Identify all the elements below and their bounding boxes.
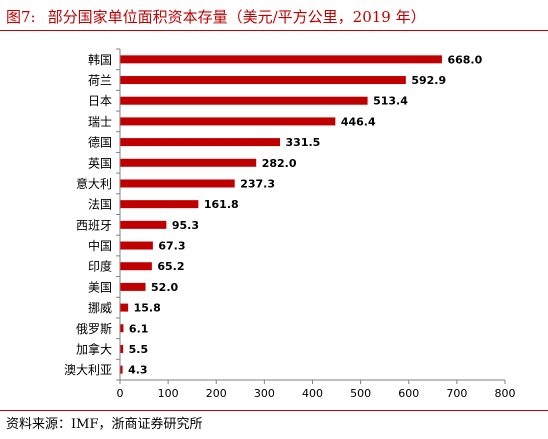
category-label: 美国: [88, 280, 112, 294]
bar: [120, 365, 123, 374]
x-tick-label: 500: [350, 387, 371, 400]
data-label: 237.3: [240, 177, 275, 190]
category-label: 瑞士: [88, 115, 112, 129]
bar: [120, 282, 146, 291]
figure-title-text: 部分国家单位面积资本存量（美元/平方公里，2019 年）: [47, 8, 426, 26]
bar: [120, 241, 153, 250]
data-label: 592.9: [411, 74, 446, 87]
x-tick-label: 800: [495, 387, 516, 400]
category-label: 德国: [88, 135, 112, 150]
x-tick-label: 600: [398, 387, 419, 400]
data-label: 5.5: [129, 343, 149, 356]
source-note: 资料来源：IMF，浙商证券研究所: [6, 417, 203, 432]
category-label: 挪威: [88, 301, 112, 315]
x-tick-label: 200: [206, 387, 227, 400]
category-label: 英国: [88, 156, 112, 170]
data-label: 4.3: [128, 364, 148, 377]
figure-title: 图7: 部分国家单位面积资本存量（美元/平方公里，2019 年）: [6, 4, 546, 30]
x-tick-label: 100: [158, 387, 179, 400]
bar: [120, 344, 124, 353]
category-label: 荷兰: [88, 74, 112, 88]
category-label: 中国: [88, 238, 112, 253]
x-tick-label: 700: [446, 387, 467, 400]
title-divider: [0, 30, 548, 31]
x-tick-label: 0: [117, 387, 124, 400]
bar: [120, 158, 257, 167]
x-tick-label: 400: [302, 387, 323, 400]
category-label: 西班牙: [76, 218, 112, 232]
data-label: 15.8: [134, 302, 161, 315]
bar: [120, 76, 406, 85]
data-label: 161.8: [204, 198, 239, 211]
category-label: 印度: [88, 259, 112, 274]
category-label: 意大利: [76, 176, 112, 191]
data-label: 6.1: [129, 322, 149, 335]
category-label: 法国: [88, 198, 112, 212]
data-label: 65.2: [157, 260, 184, 273]
data-label: 67.3: [158, 240, 185, 253]
category-label: 加拿大: [76, 341, 112, 356]
bar-chart: 韩国 668.0 荷兰 592.9 日本 513.4 瑞士 446.4 德国 331.5 英国 282…: [64, 48, 516, 421]
figure-number: 图7:: [6, 8, 36, 26]
bar: [120, 138, 281, 147]
data-label: 282.0: [262, 157, 297, 170]
bar: [120, 200, 199, 209]
bar: [120, 220, 167, 229]
data-label: 446.4: [341, 115, 376, 128]
data-label: 95.3: [172, 219, 199, 232]
bar: [120, 324, 124, 333]
category-label: 韩国: [88, 52, 112, 67]
bar: [120, 117, 336, 126]
data-label: 52.0: [151, 281, 178, 294]
category-label: 俄罗斯: [76, 322, 112, 336]
data-label: 513.4: [373, 95, 408, 108]
category-label: 日本: [88, 94, 112, 108]
bar: [120, 55, 442, 64]
bar: [120, 179, 235, 188]
data-label: 668.0: [447, 53, 482, 66]
bar: [120, 96, 368, 105]
category-label: 澳大利亚: [64, 363, 112, 377]
x-tick-label: 300: [254, 387, 275, 400]
chart-container: 韩国 668.0 荷兰 592.9 日本 513.4 瑞士 446.4 德国 331.5 英国 282…: [0, 32, 548, 421]
data-label: 331.5: [286, 136, 321, 149]
source-divider: [0, 410, 548, 411]
bar: [120, 262, 152, 271]
bar: [120, 303, 129, 312]
